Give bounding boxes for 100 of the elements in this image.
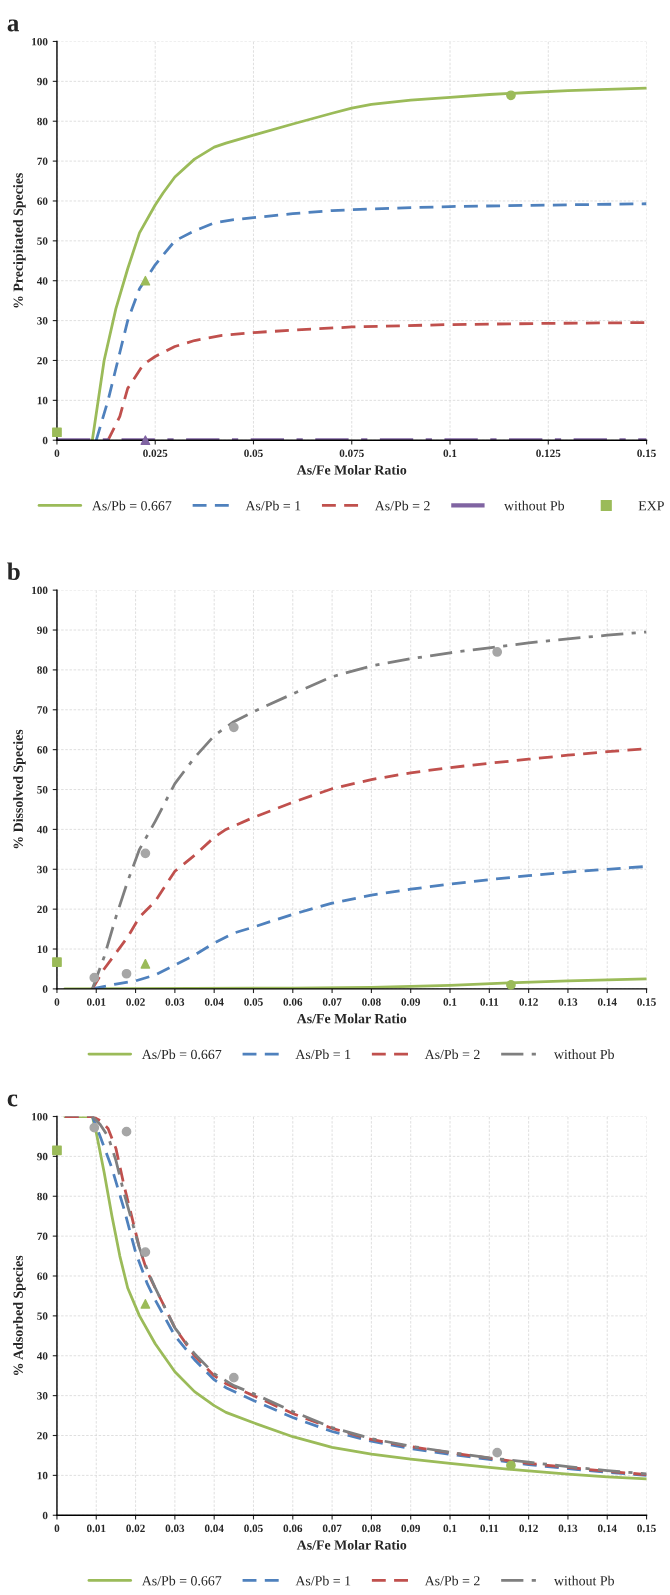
y-tick-label: 60 [37, 1272, 48, 1280]
point [140, 848, 151, 859]
x-axis-title: As/Fe Molar Ratio [296, 1013, 407, 1024]
y-tick-label: 60 [37, 197, 48, 205]
chart-title: c [7, 1094, 18, 1107]
point [121, 1126, 132, 1137]
x-tick-label: 0.01 [86, 998, 106, 1006]
x-tick-label: 0.14 [597, 1524, 617, 1533]
x-tick-label: 0.04 [204, 1524, 224, 1533]
y-tick-label: 0 [42, 1511, 48, 1520]
x-tick-label: 0.08 [362, 1524, 381, 1533]
x-tick-label: 0.14 [597, 998, 617, 1006]
x-tick-label: 0.075 [339, 449, 364, 458]
y-tick-label: 90 [37, 77, 48, 86]
y-tick-label: 40 [36, 825, 48, 834]
point [228, 722, 239, 733]
x-tick-label: 0.05 [244, 449, 263, 458]
y-tick-label: 70 [37, 157, 48, 166]
point [52, 957, 62, 968]
y-tick-label: 40 [36, 1352, 48, 1360]
y-tick-label: 30 [37, 865, 48, 874]
legend-label: As/Pb = 2 [424, 1049, 480, 1060]
x-tick-label: 0.11 [480, 998, 499, 1006]
y-tick-label: 40 [36, 277, 48, 285]
line-series [90, 630, 647, 989]
y-tick-label: 20 [37, 905, 48, 914]
point [140, 275, 151, 286]
chart-title: a [7, 19, 19, 32]
point [89, 972, 100, 983]
x-tick-label: 0.06 [283, 998, 303, 1006]
y-tick-label: 60 [37, 746, 48, 754]
y-tick-label: 10 [37, 396, 48, 405]
legend-label: As/Pb = 1 [295, 1575, 351, 1586]
x-tick-label: 0.04 [204, 998, 224, 1006]
x-axis-title: As/Fe Molar Ratio [296, 1539, 407, 1550]
point [89, 1122, 100, 1133]
y-tick-label: 50 [37, 1312, 48, 1320]
point [52, 1145, 62, 1156]
y-tick-label: 20 [37, 356, 48, 365]
x-tick-label: 0.13 [558, 1524, 578, 1533]
chart-title: b [7, 562, 20, 581]
y-tick-label: 80 [37, 666, 48, 674]
x-tick-label: 0 [54, 998, 60, 1006]
y-tick-label: 80 [37, 117, 48, 126]
x-tick-label: 0.07 [322, 1524, 342, 1533]
point [140, 1299, 151, 1309]
point [140, 958, 151, 969]
legend-label: As/Pb = 0.667 [141, 1049, 222, 1060]
legend-label: As/Pb = 0.667 [91, 500, 172, 511]
line-series [63, 977, 647, 989]
legend-label: As/Pb = 0.667 [141, 1575, 222, 1586]
line-series [106, 321, 647, 441]
x-tick-label: 0.15 [637, 1524, 656, 1533]
y-tick-label: 80 [37, 1192, 48, 1201]
legend-label: As/Pb = 1 [295, 1049, 351, 1060]
x-tick-label: 0.11 [480, 1524, 499, 1533]
x-tick-label: 0.1 [443, 998, 457, 1006]
legend-label: As/Pb = 1 [245, 500, 301, 511]
y-tick-label: 100 [32, 586, 48, 595]
point [492, 647, 503, 657]
point [140, 1247, 151, 1257]
y-tick-label: 90 [37, 1152, 48, 1161]
x-tick-label: 0.06 [283, 1524, 303, 1533]
x-tick-label: 0.1 [443, 1524, 457, 1533]
y-tick-label: 0 [42, 985, 48, 993]
y-tick-label: 50 [37, 237, 48, 245]
line-series [90, 86, 647, 441]
x-tick-label: 0.05 [244, 1524, 263, 1533]
x-tick-label: 0.12 [519, 1524, 538, 1533]
point [506, 90, 516, 101]
point [140, 435, 151, 446]
y-axis-title: % Dissolved Species [13, 729, 26, 849]
y-tick-label: 50 [37, 785, 48, 794]
x-axis-title: As/Fe Molar Ratio [296, 464, 407, 475]
point [506, 1460, 516, 1471]
y-tick-label: 10 [37, 1471, 48, 1480]
x-tick-label: 0.02 [126, 998, 145, 1006]
x-tick-label: 0.07 [322, 998, 342, 1006]
x-tick-label: 0.15 [637, 998, 656, 1006]
x-tick-label: 0.02 [126, 1524, 145, 1533]
legend-label: without Pb [553, 1049, 614, 1060]
x-tick-label: 0.09 [401, 1524, 421, 1533]
y-tick-label: 70 [37, 706, 48, 714]
x-tick-label: 0.08 [362, 998, 381, 1006]
x-tick-label: 0.025 [143, 449, 168, 458]
legend-label: without Pb [553, 1575, 614, 1586]
point [492, 1447, 503, 1458]
x-tick-label: 0.09 [401, 998, 421, 1006]
x-tick-label: 0.03 [165, 1524, 185, 1533]
x-tick-label: 0.12 [519, 998, 538, 1006]
y-tick-label: 100 [32, 37, 48, 46]
point [228, 1372, 239, 1383]
x-tick-label: 0.1 [443, 449, 457, 458]
y-tick-label: 20 [37, 1431, 48, 1440]
point [506, 980, 516, 990]
x-tick-label: 0 [54, 1524, 60, 1533]
legend-label: As/Pb = 2 [424, 1575, 480, 1586]
legend-label: EXP [638, 501, 664, 511]
point [52, 427, 62, 438]
y-tick-label: 30 [37, 317, 48, 325]
